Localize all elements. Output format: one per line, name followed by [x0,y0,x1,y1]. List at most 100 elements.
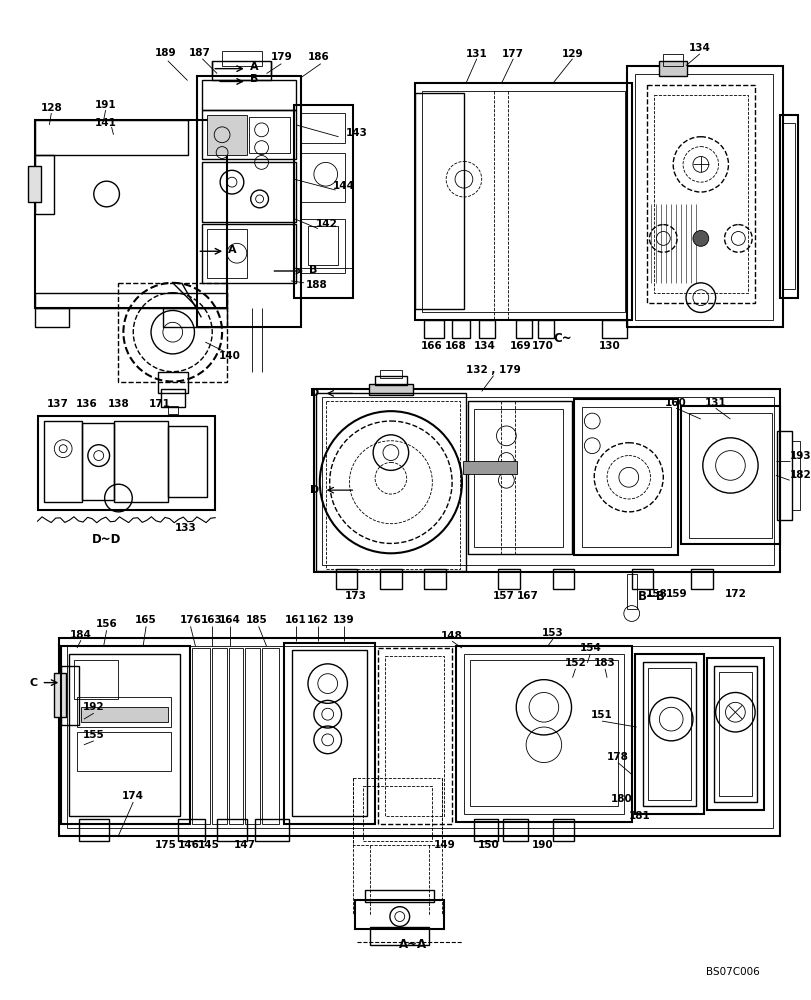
Text: 136: 136 [76,399,97,409]
Text: B: B [250,74,258,84]
Bar [424,569,445,589]
Bar [779,115,796,298]
Bar [255,819,289,841]
Bar [370,927,429,945]
Text: 138: 138 [107,399,129,409]
Bar [467,401,571,554]
Bar [61,646,189,824]
Bar [690,569,712,589]
Bar [498,569,520,589]
Bar [552,819,573,841]
Bar [82,423,114,500]
Text: 154: 154 [578,643,600,653]
Bar [463,654,623,814]
Bar [284,643,375,824]
Text: 183: 183 [594,658,616,668]
Text: 134: 134 [473,341,495,351]
Bar [207,115,247,155]
Text: 132 , 179: 132 , 179 [466,365,521,375]
Text: 142: 142 [315,219,337,229]
Text: 158: 158 [645,589,667,599]
Bar [646,85,754,303]
Text: 169: 169 [508,341,530,351]
Bar [503,819,527,841]
Bar [197,76,301,327]
Text: 160: 160 [664,398,686,408]
Text: 171: 171 [148,399,170,409]
Text: 153: 153 [541,628,563,638]
Bar [380,569,401,589]
Text: 185: 185 [246,615,267,625]
Bar [602,320,626,338]
Bar [248,117,290,153]
Text: 133: 133 [174,523,196,533]
Bar [470,660,617,806]
Text: 177: 177 [502,49,524,59]
Bar [314,389,779,572]
Text: 129: 129 [561,49,582,59]
Bar [69,654,179,816]
Bar [79,819,109,841]
Bar [689,413,771,538]
Bar [67,646,772,828]
Text: 156: 156 [96,619,118,629]
Bar [202,224,296,283]
Bar [35,308,69,327]
Text: B: B [308,265,317,275]
Text: 145: 145 [197,840,219,850]
Text: 130: 130 [599,341,620,351]
Circle shape [692,231,708,246]
Text: 157: 157 [492,591,513,601]
Text: C: C [29,678,37,688]
Bar [168,406,178,414]
Bar [365,890,434,902]
Bar [61,666,79,725]
Bar [217,819,247,841]
Text: 159: 159 [664,589,686,599]
Bar [552,569,573,589]
Bar [680,406,779,544]
Bar [538,320,553,338]
Bar [355,900,444,929]
Text: 150: 150 [477,840,499,850]
Text: 176: 176 [179,615,201,625]
Text: 137: 137 [46,399,68,409]
Bar [414,83,631,320]
Text: 144: 144 [333,181,354,191]
Text: 193: 193 [789,451,810,461]
Bar [706,658,763,810]
Text: 182: 182 [789,470,810,480]
Text: 180: 180 [610,794,632,804]
Text: 174: 174 [122,791,144,801]
Bar [301,153,345,202]
Bar [654,95,747,293]
Bar [642,662,695,806]
Bar [45,421,82,502]
Text: 164: 164 [219,615,241,625]
Text: 186: 186 [307,52,329,62]
Bar [74,660,118,699]
Bar [28,166,41,202]
Bar [307,226,337,265]
Bar [212,648,227,824]
Bar [422,91,624,312]
Bar [301,219,345,273]
Text: 151: 151 [590,710,612,720]
Bar [35,120,187,155]
Text: 161: 161 [285,615,307,625]
Bar [35,293,227,308]
Bar [81,707,168,722]
Bar [77,732,170,771]
Bar [474,819,498,841]
Bar [659,61,686,76]
Bar [782,123,794,289]
Text: 168: 168 [444,341,466,351]
Bar [380,370,401,378]
Text: D: D [309,388,319,398]
Text: 141: 141 [95,118,117,128]
Text: 165: 165 [135,615,157,625]
Text: A~A: A~A [398,938,426,951]
Text: 192: 192 [83,702,105,712]
Text: 140: 140 [219,351,241,361]
Bar [202,162,296,222]
